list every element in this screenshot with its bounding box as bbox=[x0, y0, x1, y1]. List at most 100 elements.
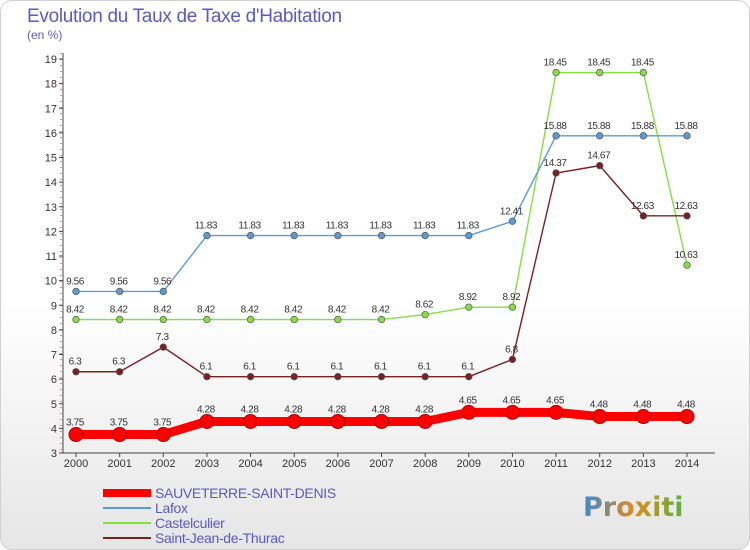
y-tick-label: 3 bbox=[51, 448, 57, 460]
y-tick-label: 9 bbox=[51, 300, 57, 312]
data-point bbox=[552, 68, 560, 77]
data-point bbox=[683, 132, 691, 140]
data-point bbox=[199, 413, 215, 429]
data-point bbox=[635, 409, 651, 425]
data-point bbox=[421, 310, 429, 319]
data-point bbox=[377, 315, 386, 324]
data-point bbox=[683, 261, 691, 269]
data-label: 18.45 bbox=[544, 58, 568, 69]
proxiti-logo: Proxiti bbox=[583, 492, 684, 523]
data-label: 8.92 bbox=[502, 292, 521, 303]
data-label: 8.42 bbox=[284, 305, 303, 316]
data-point bbox=[203, 373, 211, 381]
y-tick-label: 13 bbox=[45, 202, 57, 214]
chart-unit-label: (en %) bbox=[27, 28, 63, 42]
data-label: 7.3 bbox=[156, 332, 170, 343]
data-label: 4.28 bbox=[372, 404, 391, 415]
data-point bbox=[596, 132, 604, 140]
data-point bbox=[377, 231, 386, 240]
data-point bbox=[72, 315, 80, 324]
data-label: 4.28 bbox=[415, 404, 434, 415]
legend-label-3: Saint-Jean-de-Thurac bbox=[155, 530, 285, 546]
x-tick-label: 2000 bbox=[64, 458, 88, 470]
data-label: 4.65 bbox=[459, 395, 478, 406]
x-tick-label: 2005 bbox=[282, 458, 306, 470]
data-point bbox=[115, 315, 124, 324]
y-tick-label: 14 bbox=[45, 177, 57, 189]
x-tick-label: 2001 bbox=[107, 458, 131, 470]
y-tick-label: 19 bbox=[45, 54, 57, 66]
data-point bbox=[246, 231, 255, 240]
data-label: 15.88 bbox=[674, 121, 698, 132]
data-point bbox=[465, 373, 473, 381]
data-point bbox=[683, 212, 691, 220]
data-point bbox=[421, 373, 429, 381]
data-point bbox=[112, 427, 128, 443]
y-tick-label: 6 bbox=[51, 374, 57, 386]
x-tick-label: 2006 bbox=[326, 458, 350, 470]
y-tick-label: 17 bbox=[45, 103, 57, 115]
data-point bbox=[115, 368, 124, 376]
data-point bbox=[548, 404, 564, 420]
data-label: 3.75 bbox=[110, 418, 129, 429]
data-point bbox=[246, 373, 255, 381]
data-label: 14.67 bbox=[587, 151, 611, 162]
data-point bbox=[592, 409, 608, 425]
data-label: 4.28 bbox=[197, 404, 216, 415]
data-point bbox=[290, 231, 298, 240]
data-label: 4.28 bbox=[328, 404, 347, 415]
legend-label-2: Castelculier bbox=[155, 515, 225, 531]
data-point bbox=[203, 231, 211, 240]
data-label: 3.75 bbox=[153, 418, 172, 429]
data-label: 6.1 bbox=[461, 362, 475, 373]
data-label: 11.83 bbox=[369, 221, 392, 232]
data-label: 6.3 bbox=[69, 357, 83, 368]
data-label: 8.62 bbox=[415, 300, 434, 311]
x-tick-label: 2002 bbox=[151, 458, 175, 470]
data-label: 6.1 bbox=[418, 362, 432, 373]
data-point bbox=[334, 231, 342, 240]
data-point bbox=[286, 413, 302, 429]
data-label: 8.42 bbox=[197, 305, 216, 316]
series-line-3 bbox=[75, 164, 688, 378]
data-point bbox=[508, 217, 517, 225]
data-label: 6.8 bbox=[505, 344, 519, 355]
data-point bbox=[465, 231, 473, 240]
data-label: 4.48 bbox=[633, 400, 652, 411]
data-point bbox=[596, 161, 604, 170]
data-point bbox=[159, 315, 167, 324]
data-label: 12.63 bbox=[631, 201, 655, 212]
data-label: 15.88 bbox=[587, 121, 611, 132]
data-label: 14.37 bbox=[544, 158, 568, 169]
data-point bbox=[421, 231, 429, 240]
data-label: 18.45 bbox=[587, 58, 611, 69]
data-point bbox=[552, 132, 560, 140]
data-point bbox=[639, 212, 648, 220]
data-point bbox=[72, 368, 80, 376]
data-label: 6.1 bbox=[243, 362, 257, 373]
data-label: 6.3 bbox=[112, 357, 126, 368]
data-label: 11.83 bbox=[195, 221, 218, 232]
data-label: 6.1 bbox=[374, 362, 388, 373]
data-label: 6.1 bbox=[331, 362, 345, 373]
data-label: 8.42 bbox=[66, 305, 85, 316]
x-tick-label: 2003 bbox=[195, 458, 219, 470]
y-tick-label: 15 bbox=[45, 153, 57, 165]
data-label: 8.42 bbox=[372, 305, 391, 316]
data-point bbox=[159, 287, 167, 296]
data-point bbox=[639, 68, 648, 77]
data-point bbox=[334, 315, 342, 324]
data-point bbox=[330, 413, 346, 429]
data-label: 11.83 bbox=[457, 221, 480, 232]
data-label: 12.63 bbox=[674, 201, 698, 212]
data-label: 9.56 bbox=[153, 276, 172, 287]
data-label: 8.92 bbox=[459, 292, 478, 303]
y-tick-label: 8 bbox=[51, 325, 57, 337]
y-tick-label: 11 bbox=[46, 251, 57, 263]
data-point bbox=[552, 169, 560, 177]
data-point bbox=[504, 404, 520, 420]
data-label: 4.65 bbox=[546, 395, 565, 406]
x-tick-label: 2014 bbox=[675, 458, 699, 470]
